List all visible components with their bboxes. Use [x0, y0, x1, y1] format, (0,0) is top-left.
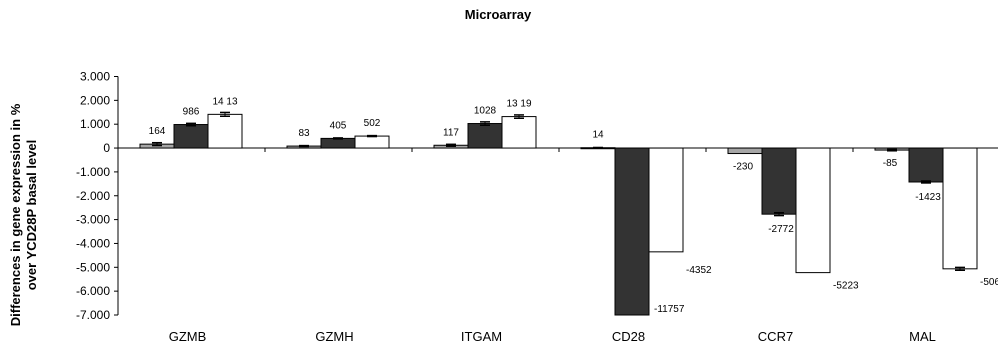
data-label: 117: [443, 127, 459, 138]
data-label: -230: [733, 162, 753, 173]
data-label: 986: [183, 107, 200, 118]
bar: [942, 147, 978, 270]
bar: [761, 147, 797, 215]
data-label: 13 19: [506, 99, 531, 110]
x-tick-label: CD28: [612, 329, 645, 344]
y-axis-title-line-1: Differences in gene expression in %: [8, 103, 23, 326]
data-label: 405: [330, 120, 347, 131]
y-tick-label: -4.000: [76, 236, 110, 250]
data-label: -5064: [980, 277, 998, 288]
x-tick-label: GZMH: [315, 329, 353, 344]
data-label: -4352: [686, 265, 712, 276]
y-tick-label: -7.000: [76, 308, 110, 322]
bar: [320, 137, 356, 149]
x-tick-label: ITGAM: [461, 329, 502, 344]
data-label: -1423: [915, 192, 941, 203]
y-axis-title: Differences in gene expression in % over…: [8, 103, 39, 326]
chart-title: Microarray: [465, 7, 532, 22]
y-tick-label: 2.000: [80, 93, 110, 107]
data-label: 164: [149, 126, 166, 137]
bar: [648, 147, 684, 253]
x-tick-label: GZMB: [169, 329, 207, 344]
bar: [795, 147, 831, 274]
bar: [467, 123, 503, 149]
data-label: -2772: [768, 224, 794, 235]
y-tick-label: -1.000: [76, 165, 110, 179]
bar: [614, 147, 650, 316]
x-tick-label: CCR7: [758, 329, 793, 344]
y-tick-label: -3.000: [76, 213, 110, 227]
data-label: 502: [364, 118, 381, 129]
bar: [501, 116, 537, 149]
data-label: -85: [883, 158, 898, 169]
data-label: 83: [298, 128, 310, 139]
y-tick-label: 0: [103, 141, 110, 155]
data-label: 14: [592, 130, 604, 141]
y-tick-label: 1.000: [80, 117, 110, 131]
y-tick-label: -6.000: [76, 284, 110, 298]
bar: [908, 147, 944, 183]
y-tick-label: 3.000: [80, 70, 110, 84]
data-label: 1028: [474, 106, 497, 117]
y-tick-label: -2.000: [76, 189, 110, 203]
bar: [207, 113, 243, 149]
plot-area: 3.000 2.000 1.000 0 -1.000 -2.000 -3.000 -4.000…: [76, 70, 998, 344]
bar: [727, 147, 763, 155]
y-tick-label: -5.000: [76, 260, 110, 274]
data-label: 14 13: [212, 96, 237, 107]
data-label: -5223: [833, 281, 859, 292]
bar: [354, 135, 390, 149]
data-label: -11757: [654, 304, 685, 315]
bar: [173, 124, 209, 149]
x-tick-label: MAL: [909, 329, 936, 344]
y-axis-title-line-2: over YCD28P basal level: [24, 140, 39, 291]
